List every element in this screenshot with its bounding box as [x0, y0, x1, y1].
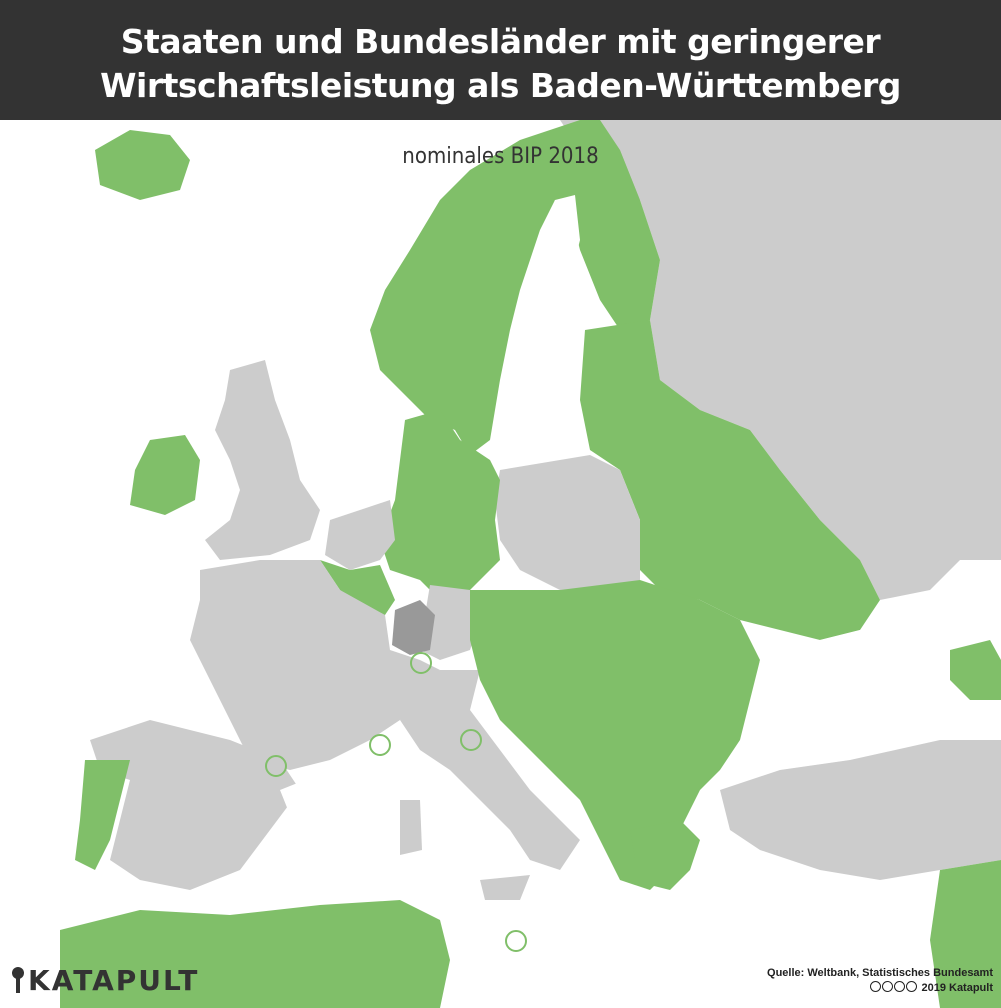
- marker-liechtenstein: [410, 652, 432, 674]
- sea-black: [750, 630, 960, 760]
- region-france: [190, 560, 440, 770]
- region-denmark-germany-north: [380, 410, 500, 600]
- marker-san-marino: [460, 729, 482, 751]
- marker-andorra: [265, 755, 287, 777]
- title-line-2: Wirtschaftsleistung als Baden-Württember…: [100, 66, 901, 105]
- source-credit: Quelle: Weltbank, Statistisches Bundesam…: [767, 966, 993, 996]
- region-italy: [400, 670, 580, 870]
- region-russia: [600, 120, 1001, 600]
- subtitle: nominales BIP 2018: [402, 144, 599, 169]
- region-benelux-green: [320, 560, 395, 615]
- katapult-logo-icon: [12, 967, 24, 993]
- creative-commons-by-icon: [882, 981, 894, 992]
- creative-commons-icon: [870, 981, 882, 992]
- region-greece: [630, 820, 700, 890]
- marker-malta: [505, 930, 527, 952]
- region-southeast: [470, 580, 760, 890]
- brand-name: KATAPULT: [28, 963, 200, 997]
- sea-baltic: [515, 195, 580, 440]
- creative-commons-nd-icon: [906, 981, 918, 992]
- copyright-text: 2019 Katapult: [921, 982, 993, 994]
- source-line: Quelle: Weltbank, Statistisches Bundesam…: [767, 967, 993, 979]
- region-north-africa: [60, 900, 450, 1008]
- region-sicily: [480, 875, 530, 900]
- brand-logo: KATAPULT: [8, 963, 200, 997]
- region-middle-east: [930, 860, 1001, 1008]
- region-iceland: [95, 130, 190, 200]
- region-ireland: [130, 435, 200, 515]
- region-baden-wuerttemberg: [392, 600, 435, 655]
- region-scandinavia: [370, 120, 660, 455]
- region-turkey: [720, 740, 1001, 880]
- region-spain: [90, 720, 300, 890]
- title-line-1: Staaten und Bundesländer mit geringerer: [120, 22, 881, 61]
- region-portugal: [75, 760, 130, 870]
- region-poland: [495, 455, 640, 600]
- region-west-grey: [325, 500, 395, 570]
- region-sardinia: [400, 800, 422, 855]
- region-caucasus: [950, 640, 1001, 700]
- creative-commons-nc-icon: [894, 981, 906, 992]
- copyright-line: 2019 Katapult: [767, 981, 993, 996]
- title-banner: Staaten und Bundesländer mit geringerer …: [0, 0, 1001, 120]
- region-germany-south-grey: [420, 585, 480, 660]
- region-east-green: [580, 320, 880, 640]
- region-uk: [205, 360, 320, 560]
- marker-monaco: [369, 734, 391, 756]
